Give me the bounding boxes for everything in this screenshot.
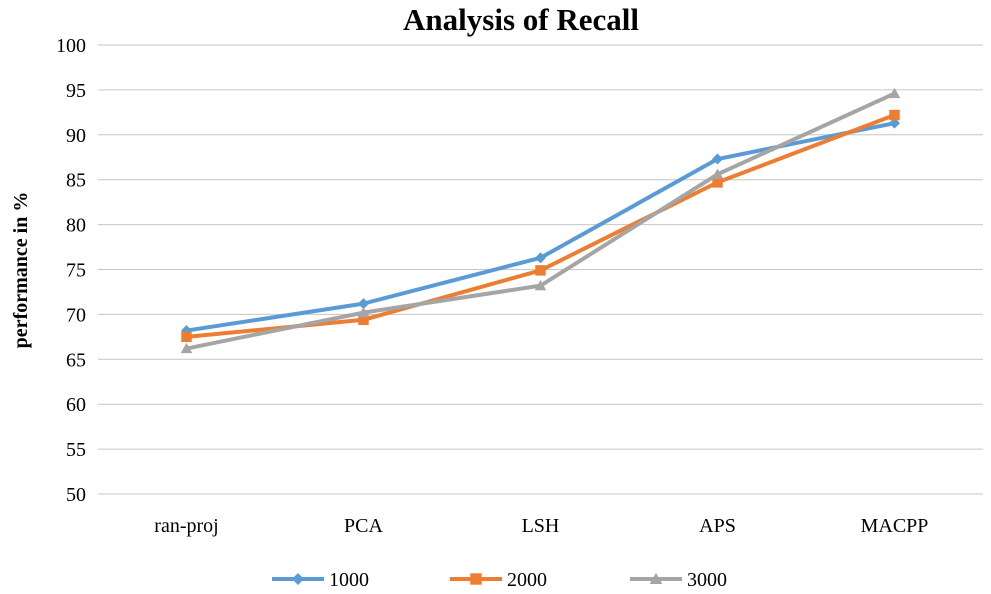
data-point-marker — [358, 314, 369, 326]
legend-label: 1000 — [329, 569, 369, 591]
x-tick-label: LSH — [522, 515, 560, 537]
x-tick-label: APS — [699, 515, 736, 537]
x-tick-labels: ran-proj PCA LSH APS MACPP — [154, 515, 928, 537]
legend-item-1000: 1000 — [272, 569, 369, 591]
y-tick-labels: 50 55 60 65 70 75 80 85 90 95 100 — [56, 35, 86, 506]
data-point-marker — [712, 153, 723, 165]
data-point-marker — [712, 177, 723, 188]
y-tick-label: 75 — [66, 260, 86, 282]
y-tick-label: 95 — [66, 80, 86, 102]
series-1000 — [181, 117, 900, 337]
data-point-marker — [535, 265, 546, 276]
legend-label: 2000 — [507, 569, 547, 591]
y-axis-label: performance in % — [10, 192, 32, 349]
y-tick-label: 65 — [66, 349, 86, 371]
y-tick-label: 80 — [66, 215, 86, 237]
x-tick-label: PCA — [344, 515, 383, 537]
legend-label: 3000 — [687, 569, 727, 591]
y-tick-label: 85 — [66, 170, 86, 192]
series-line — [184, 113, 897, 339]
data-point-marker — [535, 252, 546, 264]
series-3000 — [180, 87, 901, 354]
data-point-marker — [534, 279, 547, 291]
legend-item-3000: 3000 — [630, 569, 727, 591]
y-tick-label: 90 — [66, 125, 86, 147]
data-point-marker — [358, 298, 369, 310]
data-point-marker — [711, 168, 724, 179]
legend: 1000 2000 3000 — [272, 569, 727, 591]
data-point-marker — [470, 573, 482, 585]
y-tick-label: 60 — [66, 394, 86, 416]
y-tick-label: 50 — [66, 484, 86, 506]
chart-title: Analysis of Recall — [403, 2, 639, 37]
data-point-marker — [889, 109, 900, 121]
data-point-marker — [180, 342, 193, 354]
data-point-marker — [889, 117, 900, 129]
gridlines — [98, 44, 983, 495]
y-tick-label: 100 — [56, 35, 86, 57]
data-point-marker — [649, 572, 663, 585]
x-tick-label: MACPP — [861, 515, 929, 537]
series-line — [184, 91, 897, 351]
data-point-marker — [357, 306, 370, 318]
y-tick-label: 55 — [66, 439, 86, 461]
legend-item-2000: 2000 — [450, 569, 547, 591]
x-tick-label: ran-proj — [154, 515, 218, 537]
data-point-marker — [888, 87, 901, 99]
y-tick-label: 70 — [66, 304, 86, 326]
data-point-marker — [292, 573, 304, 585]
data-point-marker — [181, 331, 192, 343]
series-group — [180, 87, 901, 354]
